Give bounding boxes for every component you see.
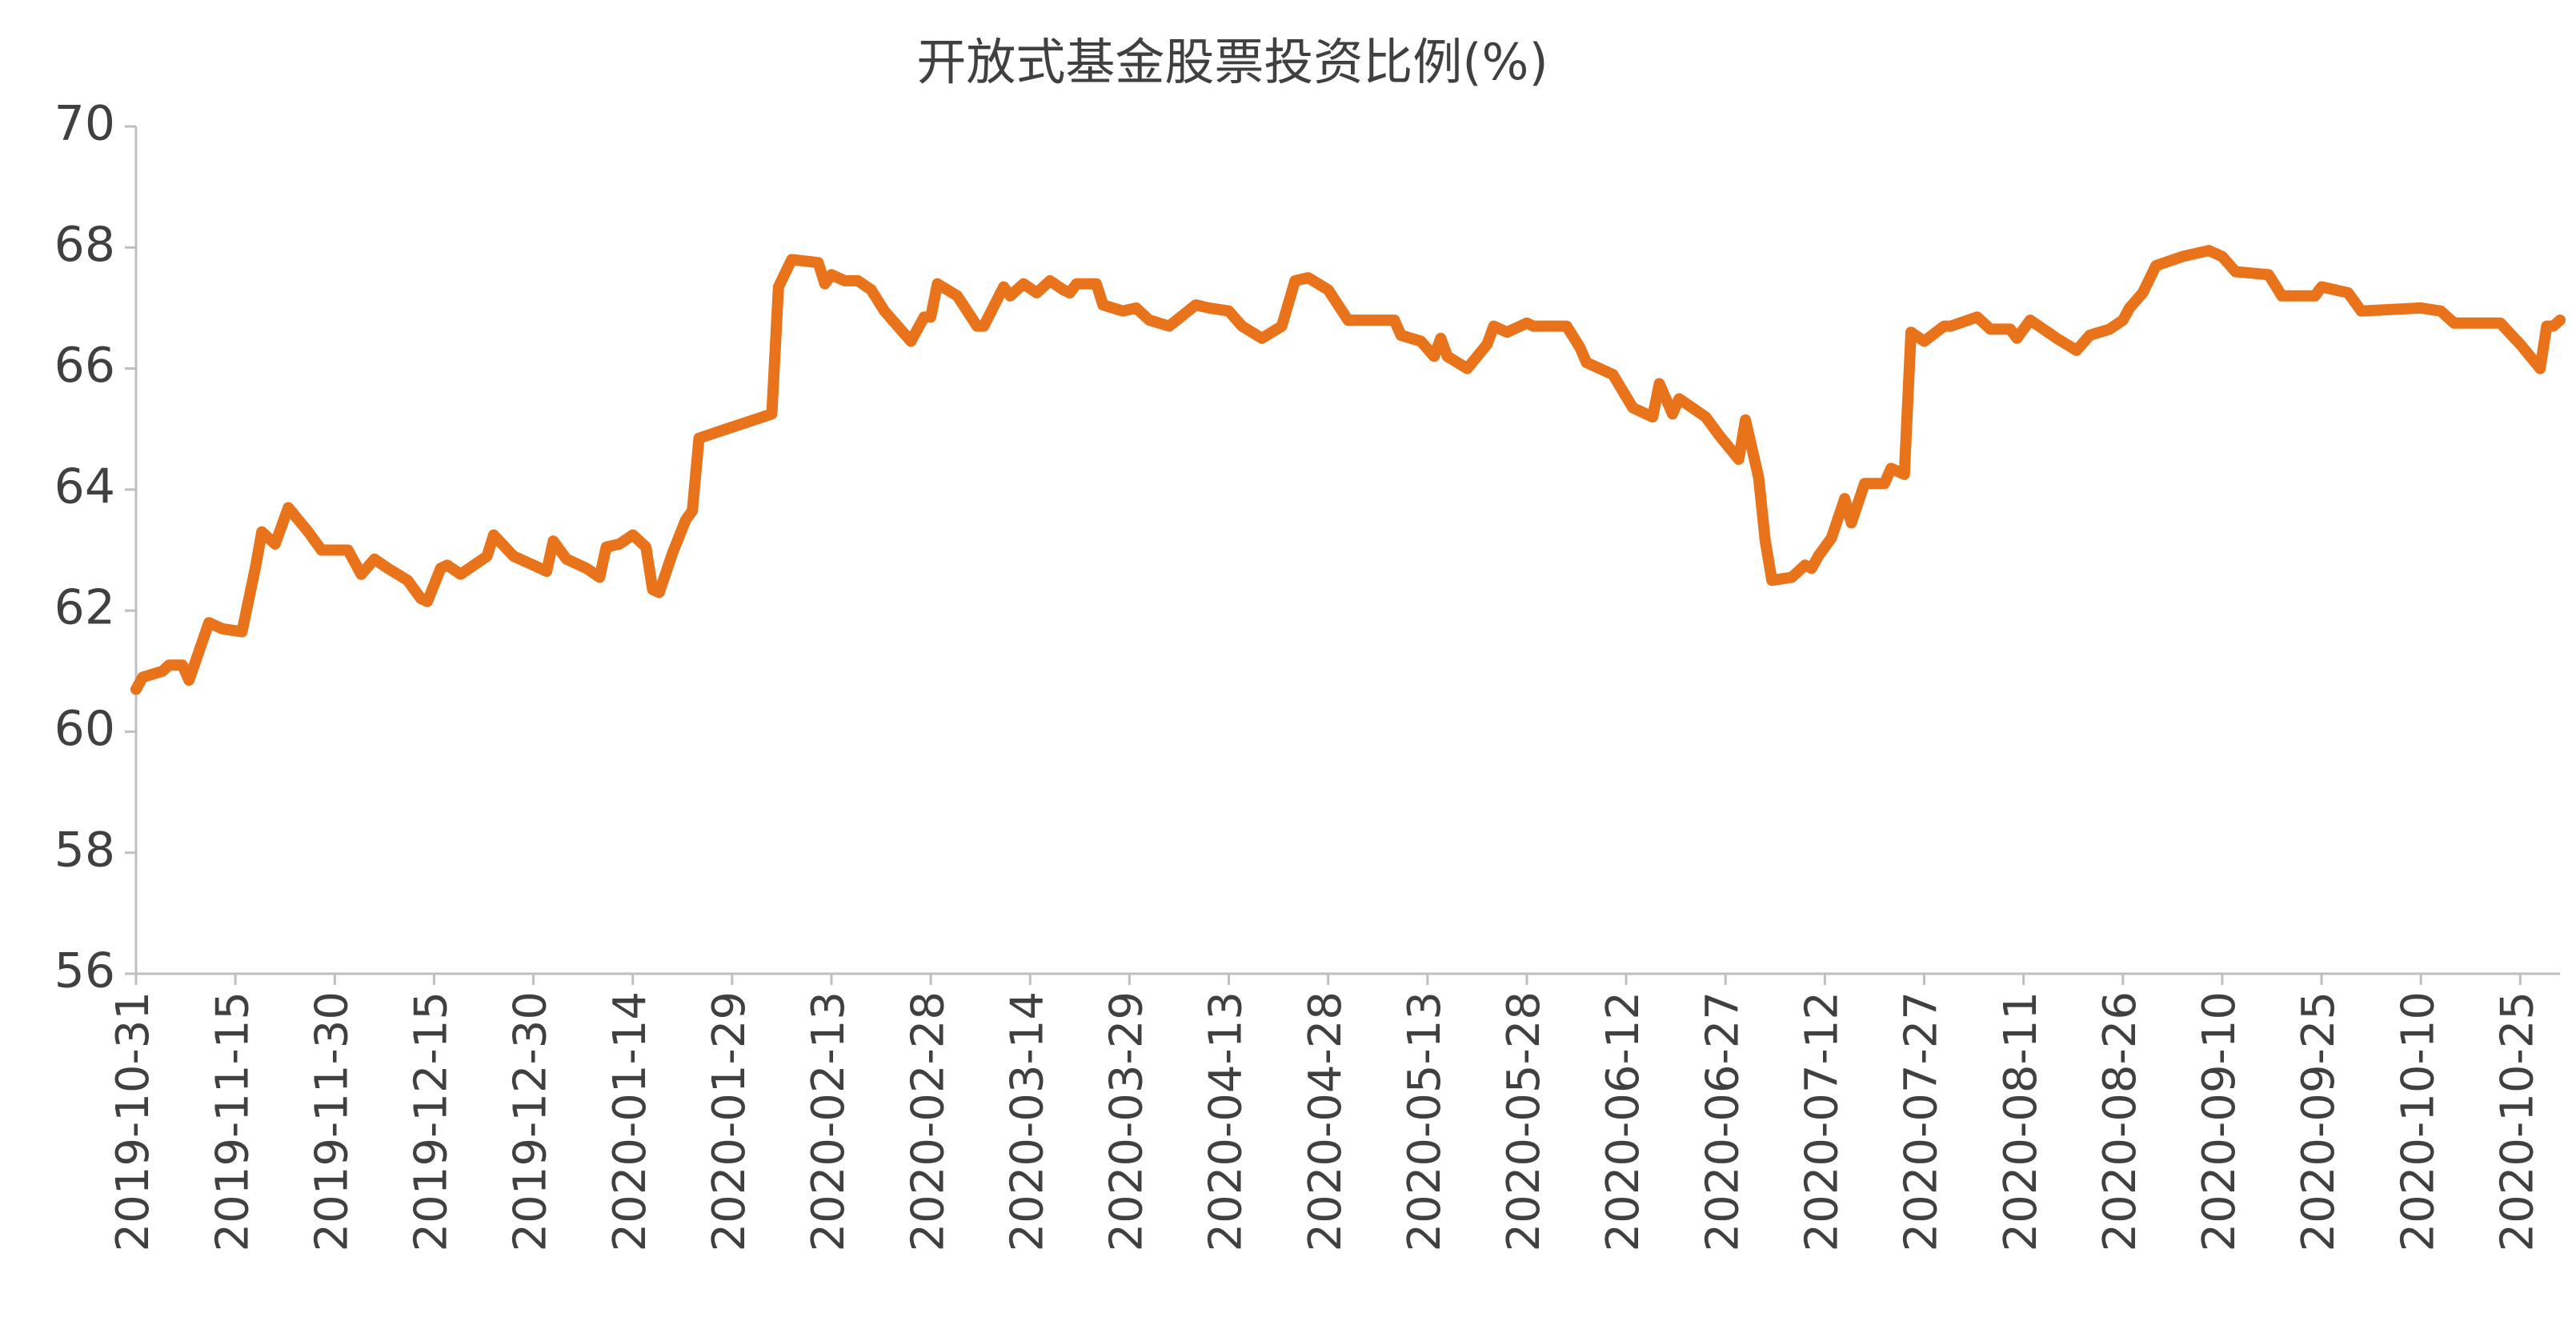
- x-tick-label: 2020-03-29: [1101, 991, 1153, 1251]
- x-tick-label: 2020-09-10: [2193, 991, 2245, 1251]
- y-tick-label: 58: [54, 822, 115, 878]
- x-tick-label: 2020-10-25: [2491, 991, 2543, 1251]
- y-tick-label: 66: [54, 338, 115, 394]
- x-tick-label: 2019-11-30: [306, 991, 358, 1251]
- y-tick-label: 56: [54, 943, 115, 999]
- x-tick-label: 2020-01-29: [703, 991, 755, 1251]
- x-tick-label: 2020-03-14: [1001, 991, 1053, 1251]
- y-tick-label: 62: [54, 580, 115, 636]
- x-tick-label: 2020-08-11: [1995, 991, 2047, 1251]
- x-tick-label: 2019-12-30: [505, 991, 557, 1251]
- x-tick-label: 2020-05-13: [1399, 991, 1451, 1251]
- x-tick-label: 2020-09-25: [2293, 991, 2345, 1251]
- x-tick-label: 2020-07-12: [1797, 991, 1849, 1251]
- x-tick-label: 2020-10-10: [2392, 991, 2444, 1251]
- x-tick-label: 2020-04-13: [1200, 991, 1252, 1251]
- x-tick-label: 2020-05-28: [1498, 991, 1550, 1251]
- x-tick-label: 2019-11-15: [206, 991, 258, 1251]
- x-tick-label: 2020-01-14: [604, 991, 656, 1251]
- x-tick-label: 2020-02-13: [803, 991, 855, 1251]
- x-tick-label: 2020-06-27: [1697, 991, 1749, 1251]
- x-tick-label: 2020-02-28: [902, 991, 954, 1251]
- x-tick-label: 2020-08-26: [2094, 991, 2146, 1251]
- y-tick-label: 68: [54, 217, 115, 273]
- y-tick-label: 64: [54, 458, 115, 514]
- x-tick-label: 2020-07-27: [1896, 991, 1948, 1251]
- y-tick-label: 70: [54, 96, 115, 152]
- x-tick-label: 2019-10-31: [107, 991, 159, 1251]
- x-tick-label: 2020-04-28: [1300, 991, 1352, 1251]
- x-tick-label: 2020-06-12: [1597, 991, 1649, 1251]
- chart-title: 开放式基金股票投资比例(%): [916, 33, 1548, 91]
- y-tick-label: 60: [54, 701, 115, 757]
- x-tick-label: 2019-12-15: [406, 991, 458, 1251]
- data-line: [130, 245, 2566, 695]
